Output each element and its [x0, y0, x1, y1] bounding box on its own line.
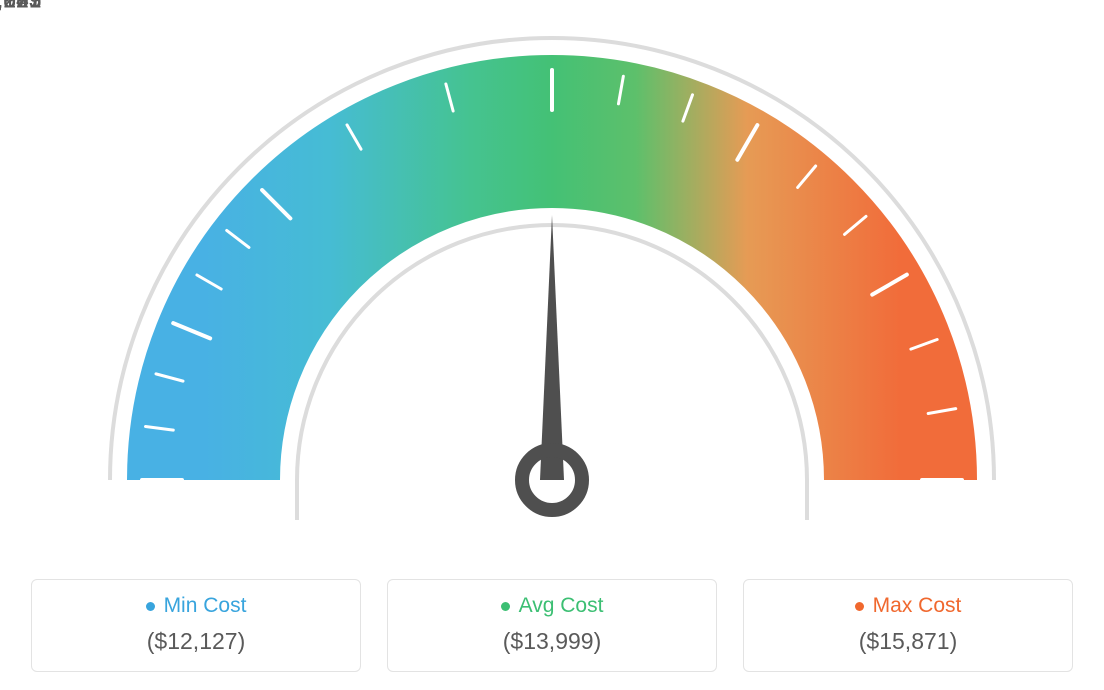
bullet-icon	[501, 602, 510, 611]
legend-value-avg: ($13,999)	[388, 628, 716, 655]
legend-card-min: Min Cost ($12,127)	[31, 579, 361, 672]
legend-title-text: Max Cost	[873, 594, 962, 618]
gauge-svg	[0, 0, 1104, 560]
legend-title-text: Avg Cost	[519, 594, 604, 618]
legend-title-max: Max Cost	[744, 594, 1072, 618]
bullet-icon	[146, 602, 155, 611]
legend-title-text: Min Cost	[164, 594, 247, 618]
legend-title-avg: Avg Cost	[388, 594, 716, 618]
legend-row: Min Cost ($12,127) Avg Cost ($13,999) Ma…	[0, 579, 1104, 672]
bullet-icon	[855, 602, 864, 611]
legend-value-max: ($15,871)	[744, 628, 1072, 655]
gauge-tick-label: $15,871	[0, 0, 42, 14]
legend-value-min: ($12,127)	[32, 628, 360, 655]
legend-card-max: Max Cost ($15,871)	[743, 579, 1073, 672]
gauge-chart: $12,127$12,595$13,063$13,999$14,623$15,2…	[0, 0, 1104, 560]
legend-title-min: Min Cost	[32, 594, 360, 618]
legend-card-avg: Avg Cost ($13,999)	[387, 579, 717, 672]
